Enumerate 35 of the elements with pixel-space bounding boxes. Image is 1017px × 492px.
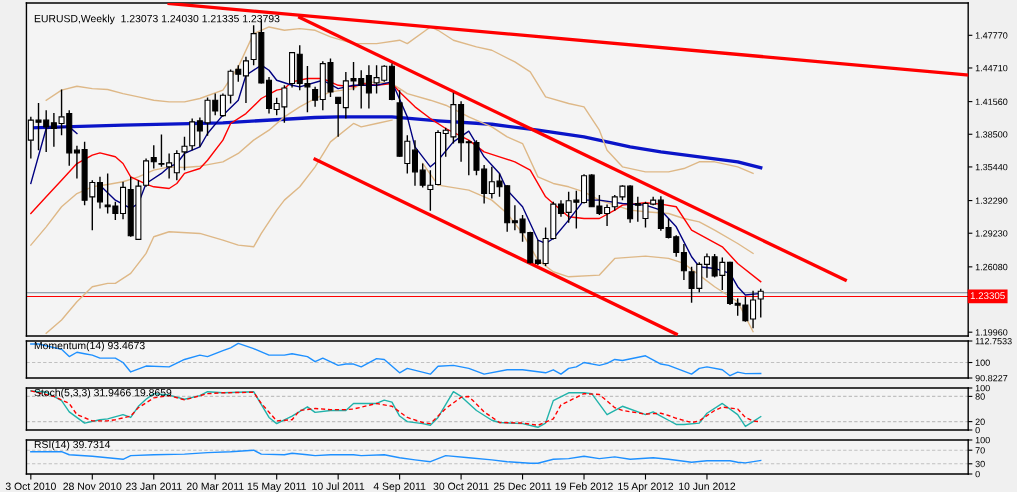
y-tick-label: 1.41560 bbox=[975, 98, 1008, 105]
chart-title: RSI(14) 39.7314 bbox=[34, 440, 111, 451]
x-tick-label: 3 Oct 2010 bbox=[5, 482, 56, 490]
x-tick-label: 20 Mar 2011 bbox=[186, 482, 244, 490]
y-tick-label: 1.44710 bbox=[975, 64, 1008, 72]
y-tick-label: 0 bbox=[975, 470, 980, 478]
y-tick-label: 112.7533 bbox=[975, 337, 1012, 345]
y-tick-label: 1.32290 bbox=[975, 197, 1008, 204]
x-tick-label: 15 May 2011 bbox=[247, 482, 306, 492]
x-tick-label: 19 Feb 2012 bbox=[555, 482, 613, 490]
y-tick-label: 80 bbox=[975, 393, 985, 400]
y-tick-label: 100 bbox=[975, 359, 990, 366]
y-tick-label: 90.8227 bbox=[975, 374, 1008, 382]
x-tick-label: 4 Sep 2011 bbox=[373, 482, 426, 492]
y-tick-label: 1.35440 bbox=[975, 163, 1008, 171]
y-tick-label: 0 bbox=[975, 426, 980, 434]
text: EURUSD,Weekly 1.23073 1.24030 1.21335 1.23793 bbox=[34, 14, 280, 25]
x-tick-label: 10 Jul 2011 bbox=[312, 482, 365, 490]
y-tick-label: 1.19960 bbox=[975, 329, 1008, 336]
y-tick-label: 100 bbox=[975, 384, 990, 392]
x-tick-label: 30 Oct 2011 bbox=[433, 482, 489, 490]
x-tick-label: 23 Jan 2011 bbox=[126, 482, 182, 490]
y-tick-label: 1.47770 bbox=[975, 32, 1008, 39]
y-tick-label: 1.29230 bbox=[975, 230, 1008, 237]
y-tick-label: 1.26080 bbox=[975, 263, 1008, 271]
y-tick-label: 30 bbox=[975, 460, 985, 468]
ref-line-label: 1.23305 bbox=[970, 292, 1005, 300]
x-tick-label: 25 Dec 2011 bbox=[493, 482, 552, 490]
y-tick-label: 1.38500 bbox=[975, 131, 1008, 138]
x-tick-label: 10 Jun 2012 bbox=[679, 482, 736, 490]
y-tick-label: 100 bbox=[975, 436, 990, 444]
x-tick-label: 28 Nov 2010 bbox=[63, 482, 122, 490]
y-tick-label: 20 bbox=[975, 418, 985, 425]
y-tick-label: 70 bbox=[975, 447, 985, 454]
x-tick-label: 15 Apr 2012 bbox=[618, 482, 674, 492]
